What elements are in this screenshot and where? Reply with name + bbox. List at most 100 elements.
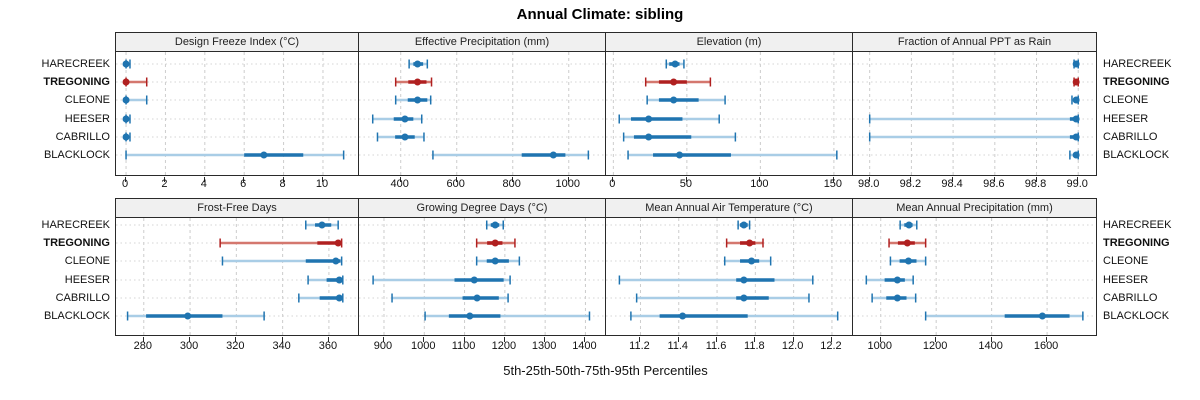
median-dot	[473, 294, 481, 302]
axis-tick-mark	[832, 177, 834, 182]
series-CABRILLO	[622, 132, 737, 142]
site-label-left-heeser: HEESER	[64, 113, 110, 125]
panel-header: Growing Degree Days (°C)	[358, 198, 606, 218]
series-HEESER	[618, 114, 720, 124]
panel-header: Mean Annual Precipitation (mm)	[852, 198, 1097, 218]
site-label-right-blacklock: BLACKLOCK	[1103, 149, 1170, 161]
axis-tick-mark	[792, 337, 794, 342]
panel-plot	[852, 218, 1097, 338]
axis-tick-label: 1400	[978, 340, 1003, 352]
axis-tick-mark	[716, 337, 718, 342]
series-HEESER	[372, 275, 511, 285]
series-HEESER	[307, 275, 344, 285]
median-dot	[184, 312, 192, 320]
median-dot	[122, 78, 130, 86]
series-CLEONE	[122, 95, 148, 105]
axis-tick-mark	[754, 337, 756, 342]
axis-tick-mark	[281, 337, 283, 342]
median-dot	[645, 133, 653, 141]
axis-tick-label: 98.2	[899, 178, 922, 190]
series-CLEONE	[475, 256, 521, 266]
median-dot	[1072, 115, 1080, 123]
series-CABRILLO	[871, 293, 917, 303]
axis-tick-label: 8	[279, 178, 286, 190]
panel-header: Mean Annual Air Temperature (°C)	[605, 198, 853, 218]
axis-tick-mark	[455, 177, 457, 182]
axis-tick-label: 6	[240, 178, 247, 190]
median-dot	[1072, 151, 1080, 159]
axis-tick-label: 1300	[531, 340, 557, 352]
series-HARECREEK	[899, 220, 918, 230]
median-dot	[466, 312, 474, 320]
axis-tick-mark	[189, 337, 191, 342]
series-TREGONING	[644, 77, 712, 87]
median-dot	[491, 221, 499, 229]
panel-svg	[116, 218, 358, 338]
median-dot	[670, 96, 678, 104]
axis-tick-label: 360	[318, 340, 338, 352]
series-HEESER	[618, 275, 814, 285]
axis-tick-mark	[935, 337, 937, 342]
site-label-left-cleone: CLEONE	[64, 255, 110, 267]
panel-header: Fraction of Annual PPT as Rain	[852, 32, 1097, 52]
panel-header: Elevation (m)	[605, 32, 853, 52]
axis-tick-mark	[952, 177, 954, 182]
panel-header: Effective Precipitation (mm)	[358, 32, 606, 52]
axis-tick-label: 98.0	[857, 178, 880, 190]
panel-plot	[115, 52, 359, 178]
site-label-right-tregoning: TREGONING	[1103, 237, 1170, 249]
site-label-left-blacklock: BLACKLOCK	[43, 149, 110, 161]
axis-tick-mark	[639, 337, 641, 342]
median-dot	[491, 257, 499, 265]
axis-tick-label: 1000	[411, 340, 436, 352]
axis-tick-label: 150	[823, 178, 843, 190]
series-HEESER	[865, 275, 914, 285]
median-dot	[671, 60, 679, 68]
series-HEESER	[868, 114, 1080, 124]
series-CLEONE	[1071, 95, 1080, 105]
series-CABRILLO	[391, 293, 509, 303]
axis-tick-mark	[327, 337, 329, 342]
axis-tick-label: 800	[502, 178, 521, 190]
site-label-right-cleone: CLEONE	[1103, 255, 1149, 267]
panel-svg	[359, 52, 605, 178]
axis-tick-label: 1600	[1033, 340, 1059, 352]
x-axis-caption: 5th-25th-50th-75th-95th Percentiles	[503, 363, 708, 378]
series-BLACKLOCK	[125, 150, 345, 160]
axis-tick-mark	[164, 177, 166, 182]
series-HEESER	[122, 114, 131, 124]
panel-plot	[852, 52, 1097, 178]
median-dot	[903, 239, 911, 247]
site-label-right-cabrillo: CABRILLO	[1103, 292, 1158, 304]
median-dot	[122, 60, 130, 68]
series-BLACKLOCK	[630, 311, 839, 321]
median-dot	[748, 257, 756, 265]
panel-plot	[358, 52, 606, 178]
axis-tick-mark	[759, 177, 761, 182]
median-dot	[122, 96, 130, 104]
series-CLEONE	[889, 256, 927, 266]
series-HARECREEK	[305, 220, 339, 230]
axis-tick-label: 1100	[451, 340, 476, 352]
axis-tick-label: 100	[750, 178, 769, 190]
median-dot	[746, 239, 754, 247]
series-BLACKLOCK	[432, 150, 590, 160]
series-TREGONING	[888, 238, 927, 248]
series-BLACKLOCK	[627, 150, 838, 160]
axis-tick-label: 11.6	[705, 340, 727, 352]
series-CLEONE	[723, 256, 772, 266]
axis-tick-mark	[463, 337, 465, 342]
series-TREGONING	[394, 77, 433, 87]
axis-tick-mark	[677, 337, 679, 342]
axis-tick-label: 10	[315, 178, 329, 190]
axis-tick-mark	[879, 337, 881, 342]
axis-tick-label: 900	[373, 340, 393, 352]
panel-svg	[853, 52, 1096, 178]
series-TREGONING	[1072, 77, 1080, 87]
series-HEESER	[371, 114, 423, 124]
series-TREGONING	[475, 238, 516, 248]
series-HARECREEK	[408, 59, 429, 69]
series-HARECREEK	[665, 59, 685, 69]
series-HARECREEK	[485, 220, 505, 230]
site-label-right-cleone: CLEONE	[1103, 94, 1149, 106]
